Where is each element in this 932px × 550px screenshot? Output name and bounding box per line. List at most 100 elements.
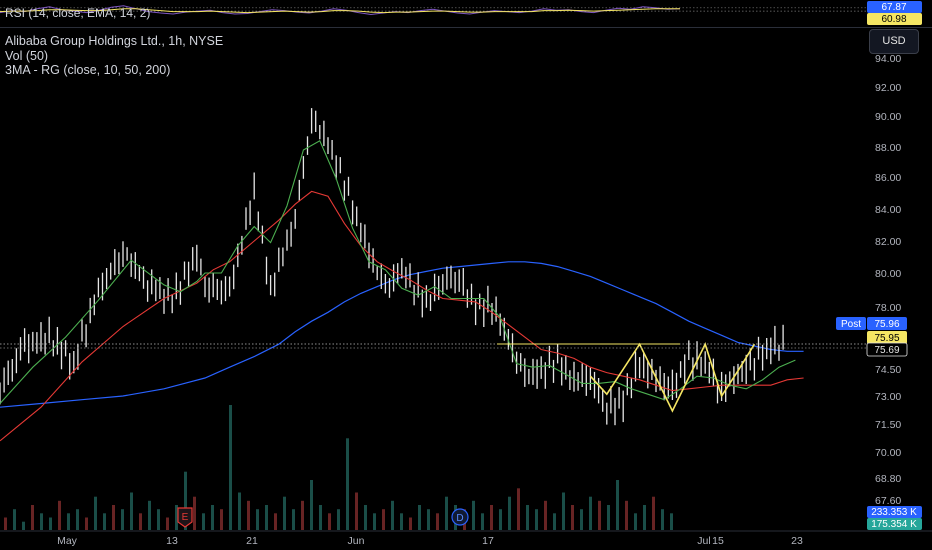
y-tick-label: 71.50	[875, 419, 901, 431]
volume-bar	[373, 513, 376, 530]
y-tick-label: 68.80	[875, 473, 901, 485]
vol-a: 233.353 K	[871, 507, 917, 518]
dividend-marker[interactable]: D	[451, 508, 469, 526]
volume-bar	[535, 509, 538, 530]
y-tick-label: 70.00	[875, 447, 901, 459]
post-price: 75.96	[874, 319, 899, 330]
volume-bar	[85, 517, 88, 530]
x-tick-label: Jul	[697, 535, 710, 547]
rsi-pane	[0, 5, 866, 16]
volume-bar	[517, 488, 520, 530]
rsi-value-a: 67.87	[881, 2, 906, 13]
volume-bar	[571, 505, 574, 530]
main-legend: Alibaba Group Holdings Ltd., 1h, NYSE Vo…	[5, 34, 223, 78]
x-tick-label: 21	[246, 535, 258, 547]
volume-badge-a: 233.353 K	[867, 506, 922, 518]
volume-bar	[121, 509, 124, 530]
y-tick-label: 73.00	[875, 391, 901, 403]
volume-bar	[661, 509, 664, 530]
volume-bar	[13, 509, 16, 530]
y-tick-label: 86.00	[875, 172, 901, 184]
dividend-marker-label: D	[456, 513, 463, 524]
symbol-title[interactable]: Alibaba Group Holdings Ltd., 1h, NYSE	[5, 34, 224, 48]
volume-bar	[220, 509, 223, 530]
volume-bar	[130, 492, 133, 530]
volume-bar	[256, 509, 259, 530]
y-tick-label: 94.00	[875, 53, 901, 65]
volume-bar	[346, 438, 349, 530]
ma50-line	[0, 190, 804, 442]
volume-bar	[31, 505, 34, 530]
x-tick-label: Jun	[348, 535, 365, 547]
volume-bar	[76, 509, 79, 530]
ref-price-badge: 75.69	[866, 342, 908, 357]
rsi-badge-b: 60.98	[867, 13, 922, 25]
ma-indicator-label[interactable]: 3MA - RG (close, 10, 50, 200)	[5, 63, 171, 77]
volume-bar	[526, 505, 529, 530]
volume-badge-b: 175.354 K	[867, 518, 922, 530]
volume-bar	[616, 480, 619, 530]
volume-bar	[274, 513, 277, 530]
volume-bar	[481, 513, 484, 530]
volume-bar	[40, 513, 43, 530]
last-price-badge: 75.95	[867, 331, 907, 344]
volume-bar	[184, 471, 187, 530]
volume-bar	[427, 509, 430, 530]
post-tag: Post	[841, 319, 861, 330]
volume-bar	[382, 509, 385, 530]
rsi-value-b: 60.98	[881, 14, 906, 25]
ref-price: 75.69	[874, 345, 899, 356]
volume-bar	[22, 521, 25, 530]
volume-bar	[652, 496, 655, 530]
rsi-ema-line	[0, 8, 680, 14]
volume-bar	[202, 513, 205, 530]
volume-bar	[310, 480, 313, 530]
y-tick-label: 78.00	[875, 302, 901, 314]
y-tick-label: 90.00	[875, 111, 901, 123]
x-tick-label: 13	[166, 535, 178, 547]
x-tick-label: 23	[791, 535, 803, 547]
volume-bar	[418, 505, 421, 530]
volume-indicator-label[interactable]: Vol (50)	[5, 48, 49, 63]
volume-bar	[445, 496, 448, 530]
last-price: 75.95	[874, 333, 899, 344]
ma200-line	[0, 261, 804, 408]
volume-bar	[490, 505, 493, 530]
volume-bar	[598, 500, 601, 530]
volume-bar	[391, 500, 394, 530]
volume-bar	[643, 505, 646, 530]
volume-bar	[409, 517, 412, 530]
y-tick-label: 74.50	[875, 364, 901, 376]
volume-bar	[589, 496, 592, 530]
volume-bar	[148, 500, 151, 530]
volume-bar	[139, 513, 142, 530]
earnings-marker-label: E	[182, 512, 189, 523]
volume-bar	[247, 500, 250, 530]
x-tick-label: 15	[712, 535, 724, 547]
earnings-marker[interactable]: E	[177, 507, 193, 528]
y-tick-label: 84.00	[875, 204, 901, 216]
volume-bar	[625, 500, 628, 530]
volume-bar	[67, 513, 70, 530]
volume-bar	[499, 509, 502, 530]
volume-bar	[508, 496, 511, 530]
volume-bar	[355, 492, 358, 530]
ma10-line	[0, 140, 796, 404]
volume-bar	[211, 505, 214, 530]
currency-button[interactable]: USD	[869, 29, 919, 54]
volume-bar	[544, 500, 547, 530]
volume-bar	[562, 492, 565, 530]
x-tick-label: 17	[482, 535, 494, 547]
volume-bar	[103, 513, 106, 530]
volume-bar	[283, 496, 286, 530]
vol-b: 175.354 K	[871, 519, 917, 530]
volume-bar	[580, 509, 583, 530]
x-tick-label: May	[57, 535, 78, 547]
y-tick-label: 88.00	[875, 142, 901, 154]
y-tick-label: 92.00	[875, 82, 901, 94]
volume-bar	[670, 513, 673, 530]
volume-bar	[301, 500, 304, 530]
volume-bar	[265, 505, 268, 530]
volume-bar	[436, 513, 439, 530]
